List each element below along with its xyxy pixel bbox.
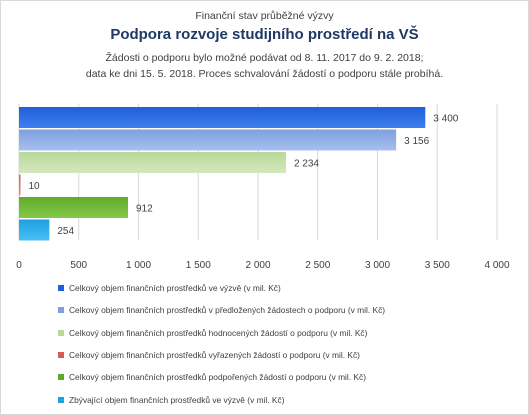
chart-subtitle-line-2: data ke dni 15. 5. 2018. Proces schvalov…: [85, 68, 444, 80]
x-tick-label: 1 000: [126, 260, 151, 271]
x-tick-label: 4 000: [484, 260, 509, 271]
chart-pretitle: Finanční stav průběžné výzvy: [195, 10, 334, 22]
bar-1: [19, 107, 426, 128]
legend-swatch: [58, 285, 64, 291]
legend-swatch: [58, 329, 64, 336]
legend-label: Celkový objem finančních prostředků v př…: [69, 305, 386, 316]
chart-title: Podpora rozvoje studijního prostředí na …: [110, 26, 419, 43]
x-tick-label: 2 500: [305, 260, 330, 271]
chart-subtitle-line-1: Žádosti o podporu bylo možné podávat od …: [105, 52, 424, 64]
legend-swatch: [58, 307, 64, 314]
bar-data-label: 10: [29, 181, 41, 192]
bar-3: [19, 152, 286, 173]
bar-data-label: 3 156: [404, 136, 429, 147]
bar-4: [19, 174, 21, 196]
x-tick-label: 3 500: [425, 260, 450, 271]
legend-label: Zbývající objem finančních prostředků ve…: [69, 394, 285, 405]
x-tick-label: 3 000: [365, 260, 390, 271]
legend-swatch: [58, 396, 64, 403]
legend-label: Celkový objem finančních prostředků vyřa…: [69, 349, 360, 360]
x-tick-label: 500: [70, 260, 87, 271]
bar-data-label: 254: [57, 226, 74, 237]
legend-label: Celkový objem finančních prostředků ve v…: [69, 283, 281, 293]
bar-data-label: 912: [136, 204, 153, 215]
bar-data-label: 3 400: [433, 114, 458, 125]
x-tick-label: 0: [16, 260, 22, 271]
legend-label: Celkový objem finančních prostředků podp…: [69, 372, 366, 383]
bar-5: [19, 197, 128, 218]
bar-2: [19, 129, 397, 151]
legend-swatch: [58, 351, 64, 358]
legend-swatch: [58, 374, 64, 381]
x-tick-label: 1 500: [186, 260, 211, 271]
x-tick-label: 2 000: [245, 260, 270, 271]
bar-data-label: 2 234: [294, 159, 319, 170]
bar-6: [19, 219, 50, 241]
legend-label: Celkový objem finančních prostředků hodn…: [69, 327, 368, 338]
